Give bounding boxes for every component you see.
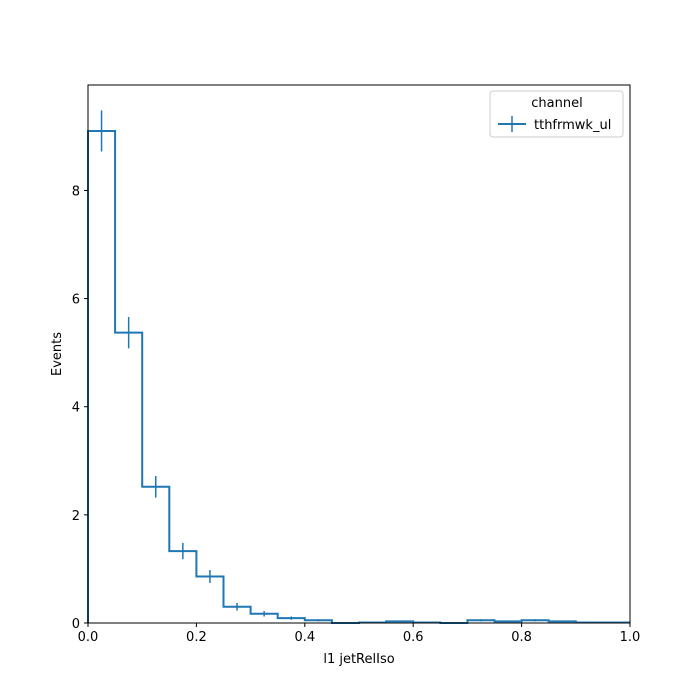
y-axis-label: Events	[50, 332, 65, 376]
legend-box	[489, 90, 624, 138]
x-tick-label: 0.2	[186, 630, 207, 645]
x-tick-label: 0.4	[294, 630, 315, 645]
y-tick-label: 2	[72, 509, 80, 524]
plot-content	[87, 110, 630, 624]
x-axis-label: l1 jetRelIso	[323, 652, 394, 667]
plot-frame	[87, 84, 631, 624]
y-tick-label: 4	[72, 401, 80, 416]
y-axis: 0 2 4 6 8	[72, 184, 88, 632]
legend-title: channel	[531, 96, 582, 111]
histogram-step-line	[87, 129, 630, 624]
x-tick-label: 0.6	[403, 630, 424, 645]
y-tick-label: 6	[72, 293, 80, 308]
x-tick-label: 0.8	[511, 630, 532, 645]
x-tick-label: 1.0	[620, 630, 641, 645]
x-axis: 0.0 0.2 0.4 0.6 0.8 1.0	[78, 623, 641, 645]
legend-marker-tthfrmwk_ul	[498, 116, 526, 132]
legend-entry-tthfrmwk_ul: tthfrmwk_ul	[534, 118, 611, 133]
x-tick-label: 0.0	[78, 630, 99, 645]
y-tick-label: 8	[72, 184, 80, 199]
y-tick-label: 0	[72, 617, 80, 632]
legend: channel tthfrmwk_ul	[489, 90, 624, 138]
